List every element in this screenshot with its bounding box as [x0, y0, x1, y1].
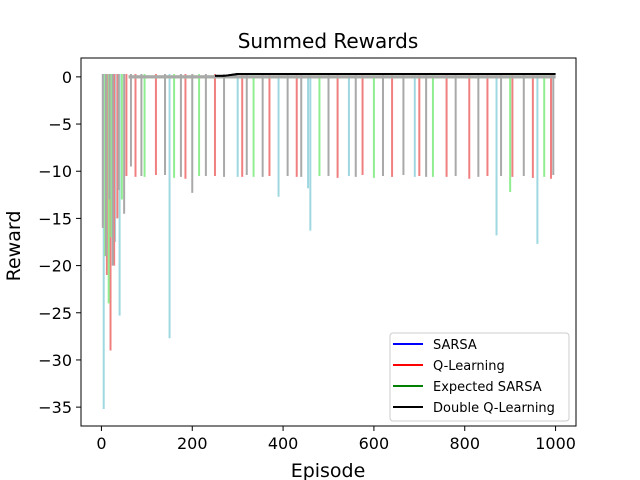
legend-label-q-learning: Q-Learning: [433, 359, 505, 374]
y-tick-label: −5: [48, 115, 72, 134]
plot-frame: [80, 57, 577, 427]
y-tick-label: −25: [38, 304, 72, 323]
x-tick-label: 400: [268, 434, 299, 453]
x-tick-label: 1000: [535, 434, 576, 453]
x-axis: 0 200 400 600 800 1000: [96, 426, 576, 453]
series-double-q-learning-top: [214, 73, 556, 77]
y-axis-label: Reward: [3, 211, 25, 282]
series-unlabeled-4: [101, 74, 556, 266]
series-layer: [101, 73, 556, 410]
legend-label-double-q-learning: Double Q-Learning: [433, 401, 555, 416]
legend-label-expected-sarsa: Expected SARSA: [433, 380, 542, 395]
y-tick-label: −10: [38, 162, 72, 181]
x-axis-label: Episode: [291, 460, 366, 480]
y-axis: 0 −5 −10 −15 −20 −25 −30 −35: [38, 68, 81, 417]
y-tick-label: −15: [38, 209, 72, 228]
y-tick-label: −30: [38, 351, 72, 370]
chart-title: Summed Rewards: [238, 29, 419, 53]
y-tick-label: −35: [38, 398, 72, 417]
x-tick-label: 0: [96, 434, 106, 453]
series-line: [214, 73, 556, 77]
x-tick-label: 800: [449, 434, 480, 453]
x-tick-label: 200: [177, 434, 208, 453]
y-tick-label: 0: [62, 68, 72, 87]
y-tick-label: −20: [38, 257, 72, 276]
x-tick-label: 600: [359, 434, 390, 453]
legend-label-sarsa: SARSA: [433, 338, 477, 353]
legend: SARSA Q-Learning Expected SARSA Double Q…: [389, 332, 570, 422]
legend-box: [389, 332, 570, 422]
